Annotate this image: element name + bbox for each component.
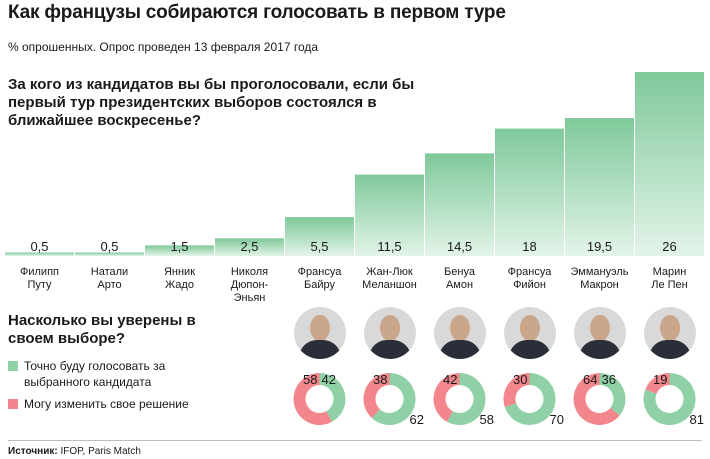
legend-label-sure: Точно буду голосовать за выбранного канд… bbox=[24, 359, 166, 389]
photo-body-shape bbox=[508, 340, 551, 359]
bar-1 bbox=[5, 252, 74, 256]
candidate-name-7: Бенуа Амон bbox=[444, 266, 475, 291]
candidate-name-3: Янник Жадо bbox=[163, 266, 196, 291]
bar-value-label-9: 19,5 bbox=[587, 239, 612, 254]
donut-charts: 58 42 62 38 58 42 70 30 64 36 81 19 bbox=[293, 372, 704, 427]
donut-slice-sure-4 bbox=[504, 373, 556, 426]
legend-item-unsure: Могу изменить свое решение bbox=[8, 396, 248, 412]
photo-head-shape bbox=[379, 315, 400, 341]
donut-label-sure-5: 36 bbox=[602, 372, 616, 387]
candidate-photo-6 bbox=[643, 307, 696, 359]
candidate-name-6: Жан-Люк Меланшон bbox=[362, 266, 417, 291]
bar-8 bbox=[495, 128, 564, 256]
photo-body-shape bbox=[578, 340, 621, 359]
candidate-photo-3 bbox=[433, 307, 486, 359]
bar-6 bbox=[355, 174, 424, 256]
candidate-photo-5 bbox=[573, 307, 626, 359]
donut-label-sure-2: 62 bbox=[410, 412, 424, 427]
bar-7 bbox=[425, 153, 494, 256]
candidate-name-5: Франсуа Байру bbox=[297, 266, 342, 291]
photo-body-shape bbox=[438, 340, 481, 359]
subtitle: % опрошенных. Опрос проведен 13 февраля … bbox=[8, 40, 319, 54]
donut-slice-sure-5 bbox=[599, 373, 626, 416]
bar-value-label-6: 11,5 bbox=[377, 239, 401, 254]
legend-label-unsure: Могу изменить свое решение bbox=[24, 397, 189, 411]
donut-slice-unsure-3 bbox=[433, 373, 460, 422]
source-label: Источник: bbox=[8, 446, 58, 457]
donut-label-sure-1: 42 bbox=[322, 372, 336, 387]
legend-swatch-sure bbox=[8, 361, 18, 371]
candidate-name-8: Франсуа Фийон bbox=[507, 266, 552, 291]
donut-label-unsure-3: 42 bbox=[443, 372, 457, 387]
source: Источник: IFOP, Paris Match bbox=[8, 446, 141, 457]
photo-body-shape bbox=[648, 340, 691, 359]
bar-9 bbox=[565, 118, 634, 256]
bar-value-label-2: 0,5 bbox=[100, 239, 118, 254]
donut-slice-unsure-1 bbox=[293, 373, 333, 425]
legend-swatch-unsure bbox=[8, 399, 18, 409]
donut-slice-unsure-5 bbox=[573, 373, 620, 426]
bars: 0,5 0,5 1,5 2,5 5,5 11,5 14,5 18 19,5 26 bbox=[5, 72, 704, 256]
footer-divider bbox=[8, 440, 702, 441]
donut-label-unsure-5: 64 bbox=[583, 372, 597, 387]
candidate-photo-4 bbox=[503, 307, 556, 359]
donut-label-unsure-4: 30 bbox=[513, 372, 527, 387]
donut-slice-unsure-4 bbox=[503, 373, 530, 408]
donut-slice-sure-3 bbox=[446, 373, 486, 425]
bar-value-label-4: 2,5 bbox=[240, 239, 258, 254]
candidate-name-1: Филипп Путу bbox=[20, 266, 59, 291]
donut-slice-sure-2 bbox=[371, 373, 416, 425]
candidate-name-4: Николя Дюпон- Эньян bbox=[230, 266, 269, 304]
photo-body-shape bbox=[368, 340, 411, 359]
bar-10 bbox=[635, 72, 704, 256]
photo-head-shape bbox=[309, 315, 330, 341]
photo-head-shape bbox=[589, 315, 610, 341]
photo-body-shape bbox=[298, 340, 341, 359]
legend-item-sure: Точно буду голосовать за выбранного канд… bbox=[8, 358, 208, 390]
donut-label-sure-3: 58 bbox=[480, 412, 494, 427]
bar-value-label-3: 1,5 bbox=[170, 239, 188, 254]
donut-slice-sure-1 bbox=[319, 373, 346, 422]
photo-head-shape bbox=[519, 315, 540, 341]
donut-slice-sure-6 bbox=[643, 373, 696, 425]
bar-value-label-10: 26 bbox=[662, 239, 676, 254]
source-text: IFOP, Paris Match bbox=[60, 446, 141, 457]
donut-slice-unsure-2 bbox=[363, 373, 390, 418]
candidate-photo-2 bbox=[363, 307, 416, 359]
bar-2 bbox=[75, 252, 144, 256]
question-confidence: Насколько вы уверены в своем выборе? bbox=[8, 312, 196, 347]
bar-value-label-8: 18 bbox=[522, 239, 536, 254]
bar-4 bbox=[215, 238, 284, 256]
bar-3 bbox=[145, 245, 214, 256]
page-title: Как французы собираются голосовать в пер… bbox=[8, 2, 506, 23]
donut-label-unsure-1: 58 bbox=[303, 372, 317, 387]
bar-value-label-7: 14,5 bbox=[447, 239, 472, 254]
donut-slice-unsure-6 bbox=[645, 373, 670, 394]
bar-value-label-1: 0,5 bbox=[30, 239, 48, 254]
donut-label-unsure-6: 19 bbox=[653, 372, 667, 387]
donut-label-unsure-2: 38 bbox=[373, 372, 387, 387]
bar-5 bbox=[285, 217, 354, 256]
photo-head-shape bbox=[659, 315, 680, 341]
donut-label-sure-4: 70 bbox=[550, 412, 564, 427]
photo-head-shape bbox=[449, 315, 470, 341]
candidate-name-2: Натали Арто bbox=[90, 266, 129, 291]
donut-label-sure-6: 81 bbox=[690, 412, 704, 427]
question-vote: За кого из кандидатов вы бы проголосовал… bbox=[8, 76, 415, 129]
candidate-name-10: Марин Ле Пен bbox=[651, 266, 688, 291]
bar-value-label-5: 5,5 bbox=[310, 239, 328, 254]
candidate-photo-1 bbox=[293, 307, 346, 359]
candidate-name-9: Эммануэль Макрон bbox=[570, 266, 629, 291]
